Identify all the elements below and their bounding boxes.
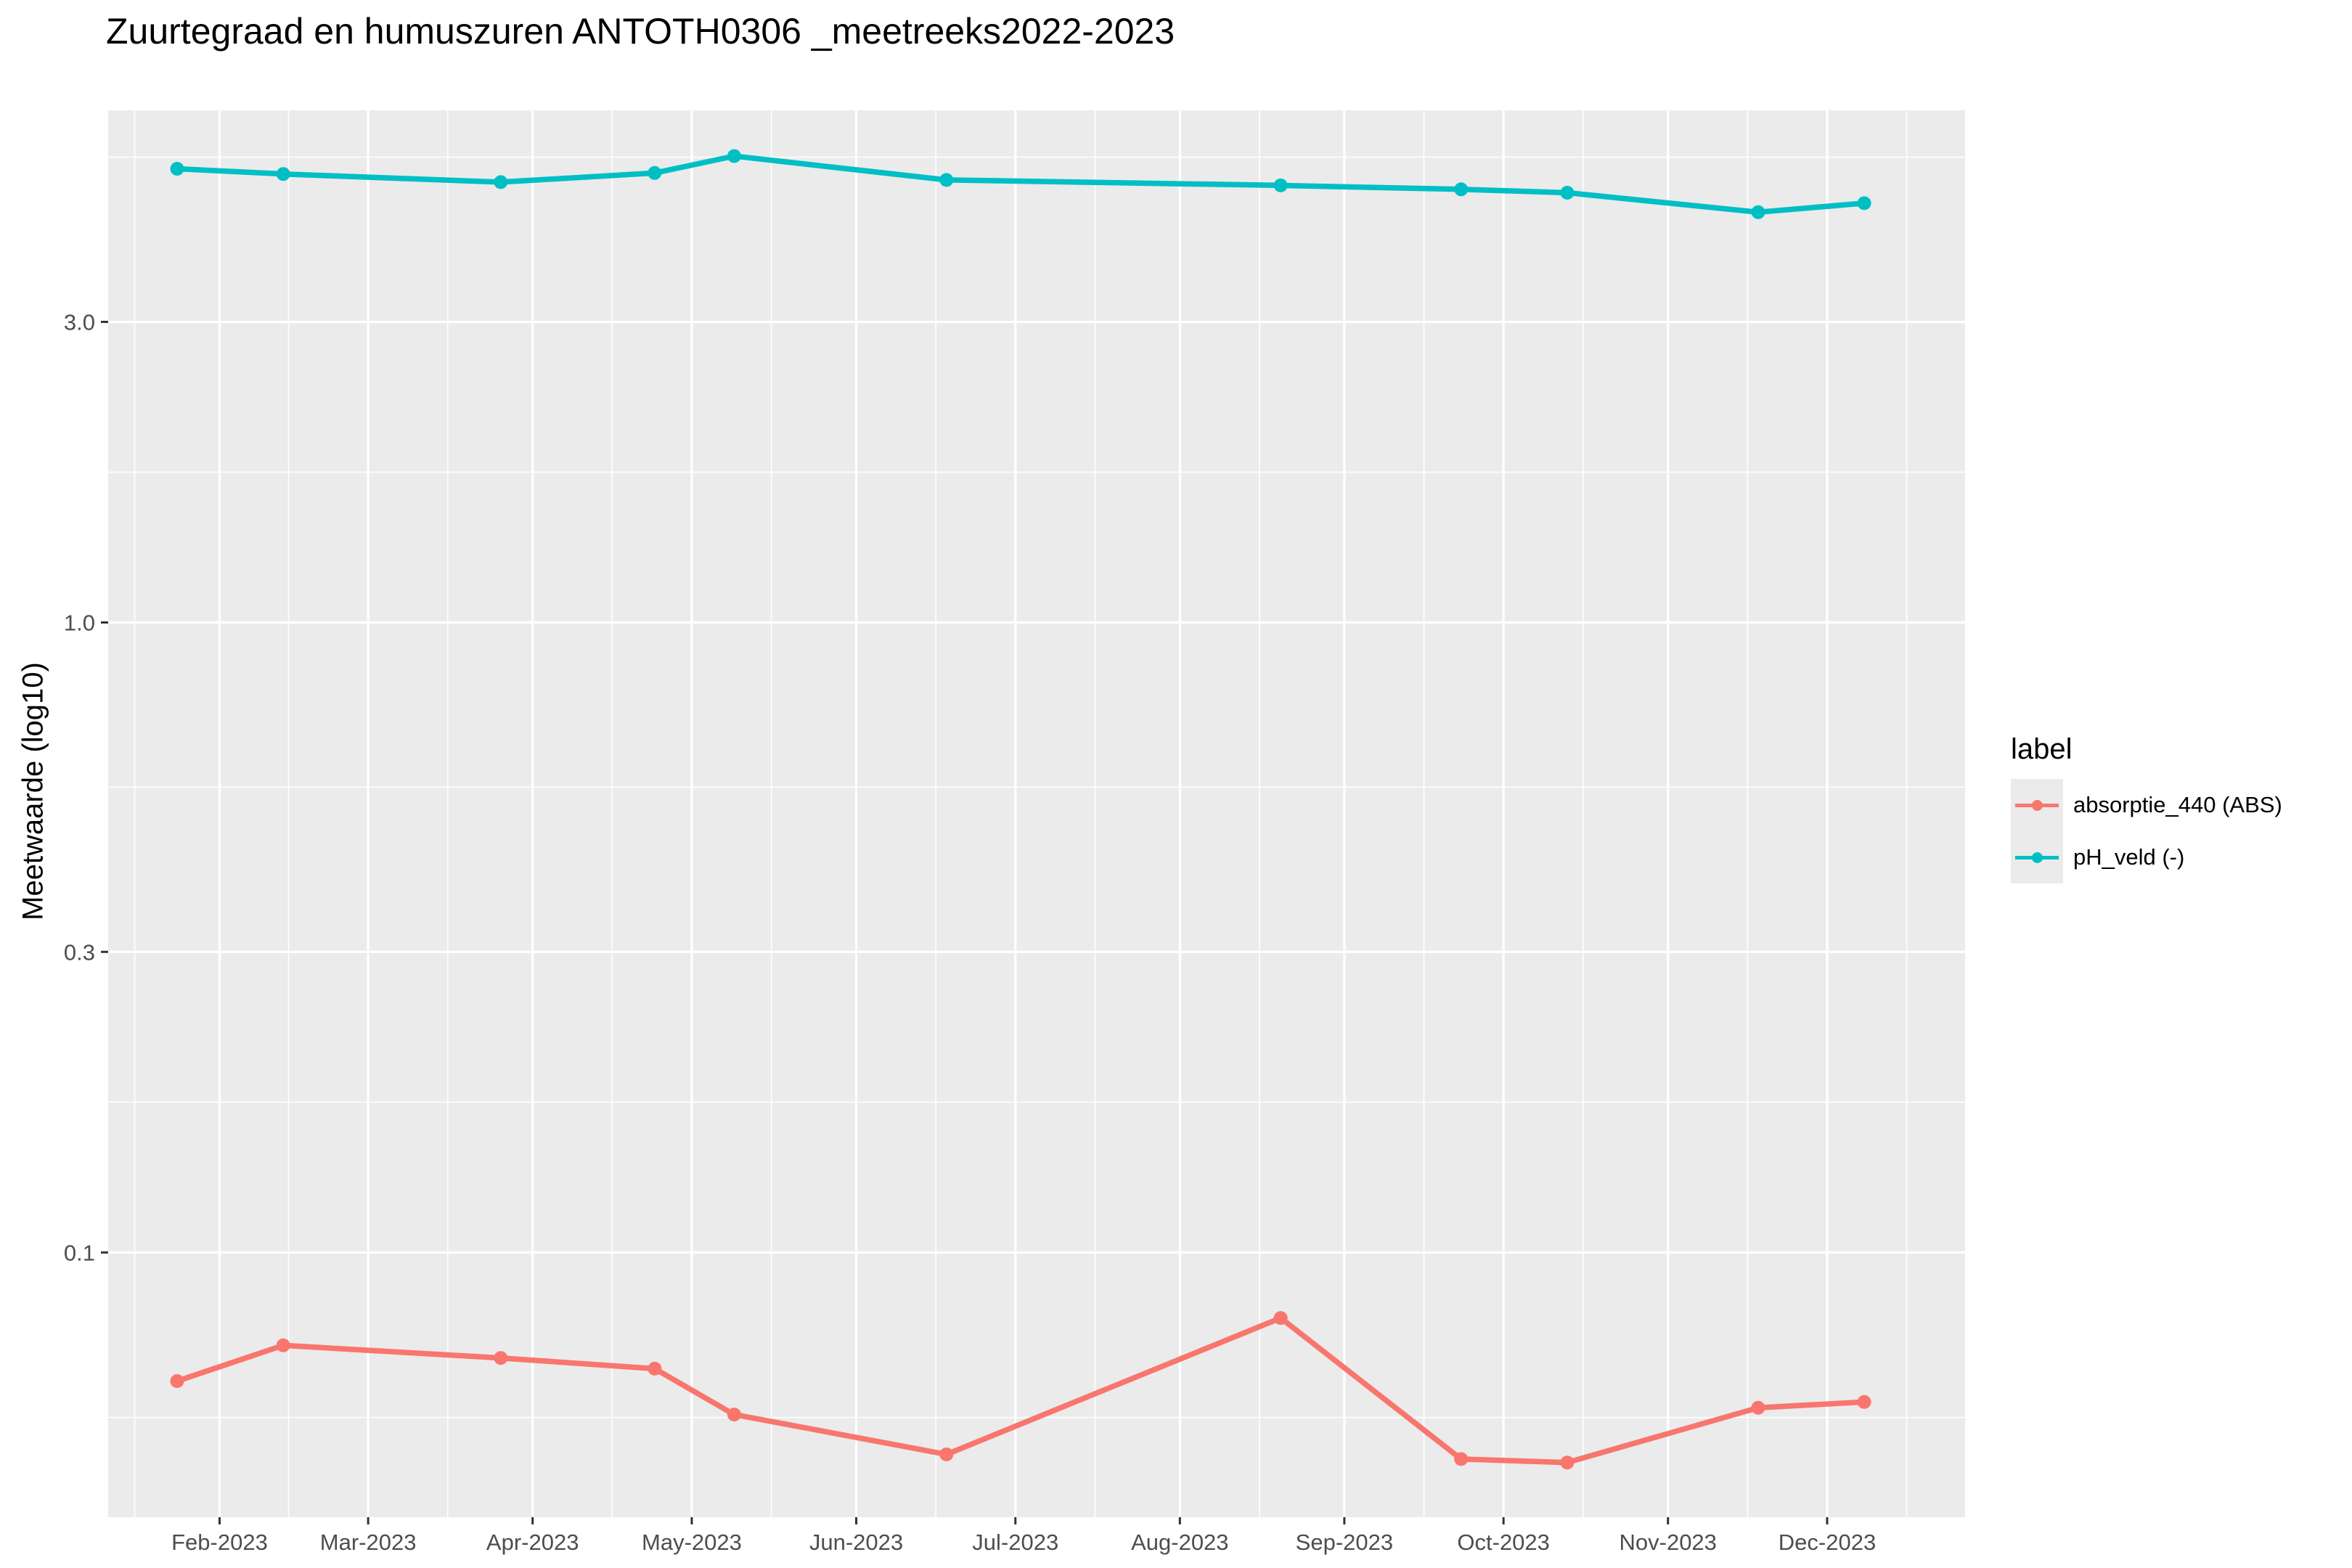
data-point-ph-veld [276,167,290,181]
data-point-absorptie [1560,1455,1575,1470]
data-point-absorptie [1751,1400,1765,1415]
x-tick-label: May-2023 [642,1530,742,1555]
data-point-absorptie [939,1447,954,1461]
data-point-ph-veld [1857,196,1871,211]
legend-item-ph-veld: pH_veld (-) [2011,831,2282,883]
major-grid [108,110,1965,1517]
data-point-absorptie [1273,1311,1288,1326]
data-point-absorptie [170,1374,184,1388]
x-tick-label: Mar-2023 [320,1530,417,1555]
legend-key-ph-veld [2011,831,2063,883]
data-point-ph-veld [939,173,954,187]
legend-item-absorptie: absorptie_440 (ABS) [2011,779,2282,831]
data-point-absorptie [494,1351,508,1365]
data-point-ph-veld [1273,178,1288,192]
data-point-ph-veld [1560,186,1575,200]
axis-ticks: Feb-2023 Mar-2023 Apr-2023 May-2023 Jun-2023… [64,309,1876,1555]
legend-label-ph-veld: pH_veld (-) [2073,844,2185,870]
x-tick-label: Jun-2023 [809,1530,903,1555]
data-point-absorptie [1454,1452,1469,1466]
data-point-ph-veld [727,149,741,163]
minor-grid [108,110,1965,1517]
legend-dot-ph-veld [2032,852,2043,863]
legend: label absorptie_440 (ABS) pH_veld (-) [2011,733,2282,883]
y-tick-label: 3.0 [64,309,95,335]
legend-dot-absorptie [2032,800,2043,811]
x-tick-label: Sep-2023 [1296,1530,1393,1555]
x-tick-label: Dec-2023 [1779,1530,1876,1555]
data-point-absorptie [1857,1395,1871,1409]
data-point-ph-veld [1751,205,1765,219]
data-point-absorptie [727,1408,741,1422]
x-tick-label: Aug-2023 [1131,1530,1228,1555]
x-tick-label: Apr-2023 [486,1530,579,1555]
chart-title: Zuurtegraad en humuszuren ANTOTH0306 _me… [106,11,1175,52]
data-point-ph-veld [1454,182,1469,197]
x-tick-label: Jul-2023 [972,1530,1058,1555]
y-tick-label: 0.1 [64,1240,95,1265]
data-point-ph-veld [170,162,184,176]
series-layer [170,149,1871,1470]
data-point-ph-veld [494,175,508,189]
data-point-ph-veld [648,166,662,180]
plot-panel [108,110,1965,1517]
y-tick-label: 0.3 [64,939,95,965]
legend-key-absorptie [2011,779,2063,831]
x-tick-label: Nov-2023 [1620,1530,1717,1555]
x-tick-label: Oct-2023 [1457,1530,1550,1555]
legend-label-absorptie: absorptie_440 (ABS) [2073,792,2282,817]
y-tick-label: 1.0 [64,610,95,635]
data-point-absorptie [648,1361,662,1376]
data-point-absorptie [276,1338,290,1352]
x-tick-label: Feb-2023 [171,1530,268,1555]
legend-title: label [2011,733,2073,765]
